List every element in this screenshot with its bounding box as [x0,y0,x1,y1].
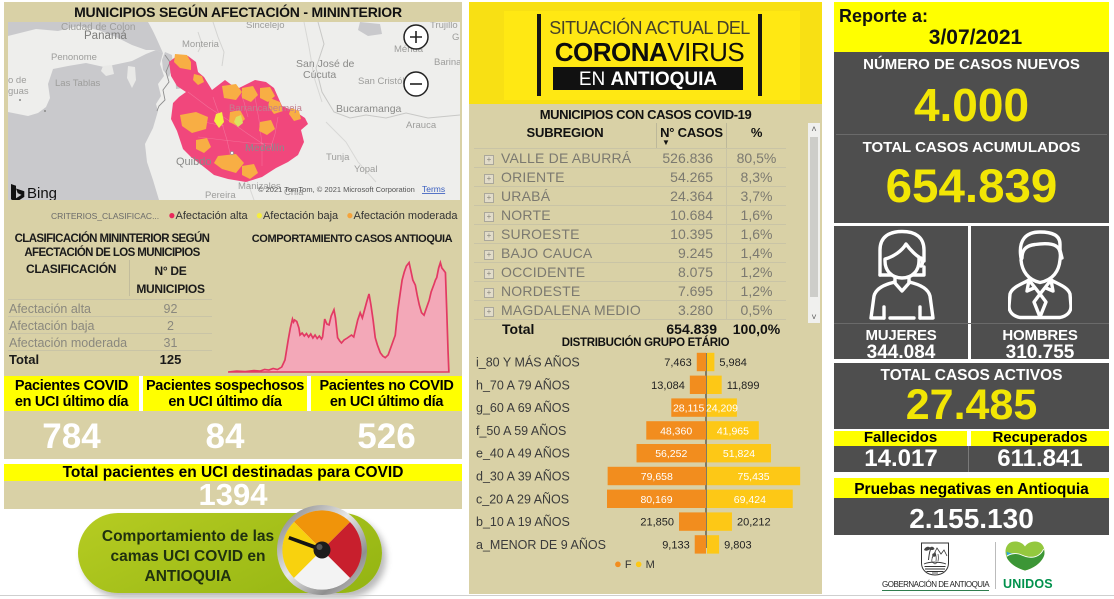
svg-text:69,424: 69,424 [734,494,766,506]
svg-text:Trujillo: Trujillo [430,22,458,31]
svg-text:g_60 A 69 AÑOS: g_60 A 69 AÑOS [476,401,570,415]
svg-text:Bucaramanga: Bucaramanga [336,103,402,115]
svg-text:28,115: 28,115 [673,403,704,415]
svg-text:d_30 A 39 AÑOS: d_30 A 39 AÑOS [476,470,570,484]
svg-text:Las Tablas: Las Tablas [55,78,100,89]
svg-text:i_80 Y MÁS AÑOS: i_80 Y MÁS AÑOS [476,355,580,370]
svg-text:Cúcuta: Cúcuta [303,69,336,81]
svg-text:21,850: 21,850 [640,517,674,529]
svg-text:a_MENOR DE 9 AÑOS: a_MENOR DE 9 AÑOS [476,538,606,552]
svg-text:G: G [452,32,459,43]
svg-text:Bing: Bing [27,185,57,200]
svg-text:f_50 A 59 AÑOS: f_50 A 59 AÑOS [476,424,566,438]
svg-text:20,212: 20,212 [737,517,771,529]
svg-text:o de: o de [8,75,27,86]
svg-text:c_20 A 29 AÑOS: c_20 A 29 AÑOS [476,492,569,506]
svg-text:San Cristób: San Cristób [358,76,408,87]
svg-text:Medellín: Medellín [245,142,285,154]
svg-text:Terms: Terms [422,184,445,194]
svg-text:e_40 A 49 AÑOS: e_40 A 49 AÑOS [476,447,570,461]
svg-text:Penonome: Penonome [51,52,97,63]
svg-text:b_10 A 19 AÑOS: b_10 A 19 AÑOS [476,515,570,529]
svg-text:56,252: 56,252 [655,448,687,460]
svg-text:5,984: 5,984 [719,357,747,369]
svg-text:Tunja: Tunja [326,152,350,163]
svg-text:Ciudad de Colon: Ciudad de Colon [61,22,136,33]
svg-text:51,824: 51,824 [723,448,755,460]
svg-text:Panamá: Panamá [84,30,127,42]
svg-text:11,899: 11,899 [727,380,760,392]
svg-text:Yopal: Yopal [354,164,377,175]
svg-text:Barrancabermeja: Barrancabermeja [229,103,303,114]
svg-text:h_70 A 79 AÑOS: h_70 A 79 AÑOS [476,378,570,392]
svg-text:San José de: San José de [296,58,355,70]
svg-text:Sincelejo: Sincelejo [246,22,285,31]
svg-text:Barina: Barina [434,57,460,68]
svg-text:75,435: 75,435 [738,471,770,483]
svg-text:79,658: 79,658 [641,471,673,483]
svg-text:80,169: 80,169 [640,494,672,506]
svg-text:Manizales: Manizales [238,181,281,192]
svg-text:Chia: Chia [284,187,304,198]
svg-text:41,965: 41,965 [717,425,749,437]
svg-text:9,133: 9,133 [662,539,690,551]
svg-text:24,209: 24,209 [706,403,738,415]
svg-text:Arauca: Arauca [406,120,437,131]
svg-text:© 2021 TomTom, © 2021 Microsof: © 2021 TomTom, © 2021 Microsoft Corporat… [258,185,415,194]
svg-text:9,803: 9,803 [724,539,752,551]
svg-text:7,463: 7,463 [664,357,692,369]
svg-text:Mérida: Mérida [394,44,424,55]
svg-text:Monteria: Monteria [182,39,220,50]
svg-text:Pereira: Pereira [205,190,236,200]
svg-text:guas: guas [8,86,29,97]
svg-text:Quibdo: Quibdo [176,156,211,168]
svg-text:13,084: 13,084 [651,380,685,392]
svg-text:48,360: 48,360 [660,425,692,437]
